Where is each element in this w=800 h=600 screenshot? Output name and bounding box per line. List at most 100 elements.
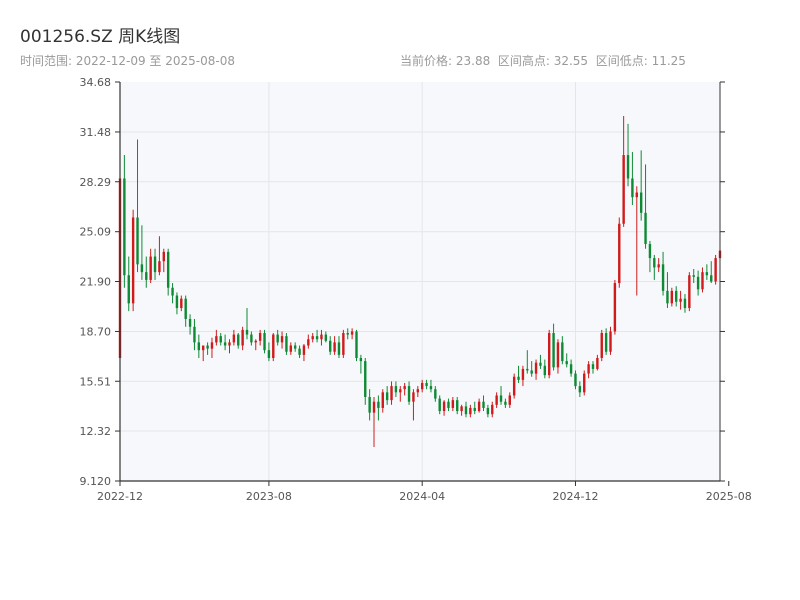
candle-body (359, 357, 363, 362)
candle-body (175, 295, 179, 309)
candle (701, 267, 704, 293)
candle-body (342, 333, 345, 355)
candle (561, 336, 564, 365)
candle-body (596, 357, 599, 369)
candle (210, 337, 214, 358)
candle-body (648, 244, 652, 259)
candle-body (206, 345, 209, 349)
candle (219, 333, 222, 346)
candle-body (639, 192, 643, 213)
candle-body (609, 331, 612, 352)
candle-body (280, 336, 284, 343)
candle (477, 398, 481, 413)
candle (272, 333, 275, 362)
candle-body (591, 364, 595, 369)
candle (705, 264, 709, 280)
candle-body (180, 298, 183, 309)
y-tick-label: 12.32 (80, 425, 112, 438)
candle (254, 339, 257, 351)
candle (289, 342, 293, 355)
candle-body (307, 339, 310, 346)
candle-body (569, 364, 573, 374)
candle-body (315, 336, 319, 340)
candle (123, 155, 126, 288)
candle-body (495, 395, 498, 405)
candle-body (210, 342, 214, 349)
candle (456, 397, 459, 415)
candle-body (193, 326, 196, 343)
candle (547, 329, 551, 379)
candle (267, 342, 271, 362)
candle (460, 404, 463, 416)
candle-body (451, 400, 455, 408)
candle (333, 336, 336, 355)
chart-title: 001256.SZ 周K线图 (20, 27, 181, 47)
candle-body (237, 334, 240, 346)
candle (237, 333, 240, 349)
candle-body (508, 395, 511, 405)
candle-body (644, 212, 647, 245)
candle (565, 353, 568, 368)
candle (626, 123, 630, 187)
candle-body (149, 256, 152, 280)
candle (166, 248, 170, 296)
candle (136, 139, 139, 273)
candle-body (696, 276, 700, 290)
candle-body (534, 362, 538, 374)
candle-body (578, 386, 582, 393)
candle (184, 295, 187, 327)
candle (158, 236, 161, 276)
candle-body (184, 298, 187, 319)
candle-body (517, 376, 520, 380)
candle-body (473, 407, 476, 412)
candle-body (622, 155, 625, 224)
candle (504, 398, 507, 408)
candle-body (512, 376, 516, 396)
candle-body (447, 401, 450, 408)
candle (350, 328, 354, 340)
candle (140, 225, 144, 280)
candle-body (416, 389, 420, 393)
candle-body (618, 223, 621, 284)
y-tick-label: 18.70 (80, 325, 112, 338)
x-tick-label: 2024-04 (399, 490, 445, 503)
candle-body (504, 401, 507, 405)
candle-body (250, 334, 253, 343)
candle (175, 292, 179, 315)
candle-body (263, 333, 266, 351)
candle-body (688, 275, 691, 309)
candle (307, 334, 310, 349)
candle-body (701, 272, 704, 290)
candle-body (565, 361, 568, 365)
candle-body (657, 264, 660, 268)
candle-body (197, 342, 201, 351)
candle (324, 331, 328, 343)
candle (149, 248, 152, 284)
candle-body (219, 336, 222, 343)
candle (193, 318, 196, 351)
candle-body (385, 392, 389, 401)
x-tick-label: 2025-08 (706, 490, 752, 503)
candle-body (320, 334, 323, 340)
candle (517, 365, 520, 383)
candle (578, 381, 582, 398)
candle-body (407, 386, 411, 402)
candle (526, 350, 529, 374)
candle-body (394, 386, 398, 393)
candle (215, 329, 218, 346)
candle-body (561, 342, 564, 362)
candle-body (547, 333, 551, 376)
candle (670, 287, 674, 307)
price-summary: 当前价格: 23.88 区间高点: 32.55 区间低点: 11.25 (400, 52, 686, 69)
candle-body (482, 401, 485, 408)
candle-body (491, 404, 494, 415)
candle-body (653, 258, 656, 268)
candle (644, 164, 647, 249)
candle (609, 326, 612, 355)
candle-body (469, 407, 472, 415)
candle-body (364, 361, 367, 398)
candle-body (604, 333, 608, 352)
candle (508, 392, 511, 408)
candle (197, 334, 201, 358)
